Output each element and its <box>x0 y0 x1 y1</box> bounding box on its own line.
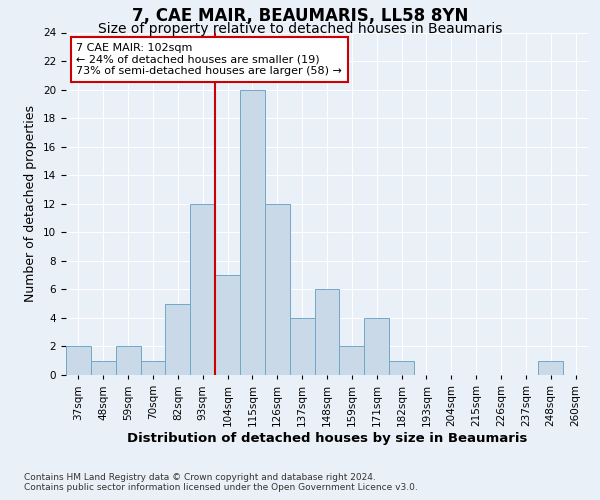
Bar <box>91 360 116 375</box>
Bar <box>314 290 340 375</box>
Bar <box>265 204 290 375</box>
Bar <box>290 318 314 375</box>
Bar <box>240 90 265 375</box>
Text: Contains HM Land Registry data © Crown copyright and database right 2024.: Contains HM Land Registry data © Crown c… <box>24 472 376 482</box>
Text: Size of property relative to detached houses in Beaumaris: Size of property relative to detached ho… <box>98 22 502 36</box>
X-axis label: Distribution of detached houses by size in Beaumaris: Distribution of detached houses by size … <box>127 432 527 444</box>
Bar <box>116 346 140 375</box>
Bar <box>215 275 240 375</box>
Bar <box>340 346 364 375</box>
Y-axis label: Number of detached properties: Number of detached properties <box>25 106 37 302</box>
Bar <box>364 318 389 375</box>
Bar <box>140 360 166 375</box>
Bar <box>166 304 190 375</box>
Text: 7, CAE MAIR, BEAUMARIS, LL58 8YN: 7, CAE MAIR, BEAUMARIS, LL58 8YN <box>132 8 468 26</box>
Text: Contains public sector information licensed under the Open Government Licence v3: Contains public sector information licen… <box>24 482 418 492</box>
Bar <box>389 360 414 375</box>
Bar <box>66 346 91 375</box>
Text: 7 CAE MAIR: 102sqm
← 24% of detached houses are smaller (19)
73% of semi-detache: 7 CAE MAIR: 102sqm ← 24% of detached hou… <box>76 43 343 76</box>
Bar <box>190 204 215 375</box>
Bar <box>538 360 563 375</box>
